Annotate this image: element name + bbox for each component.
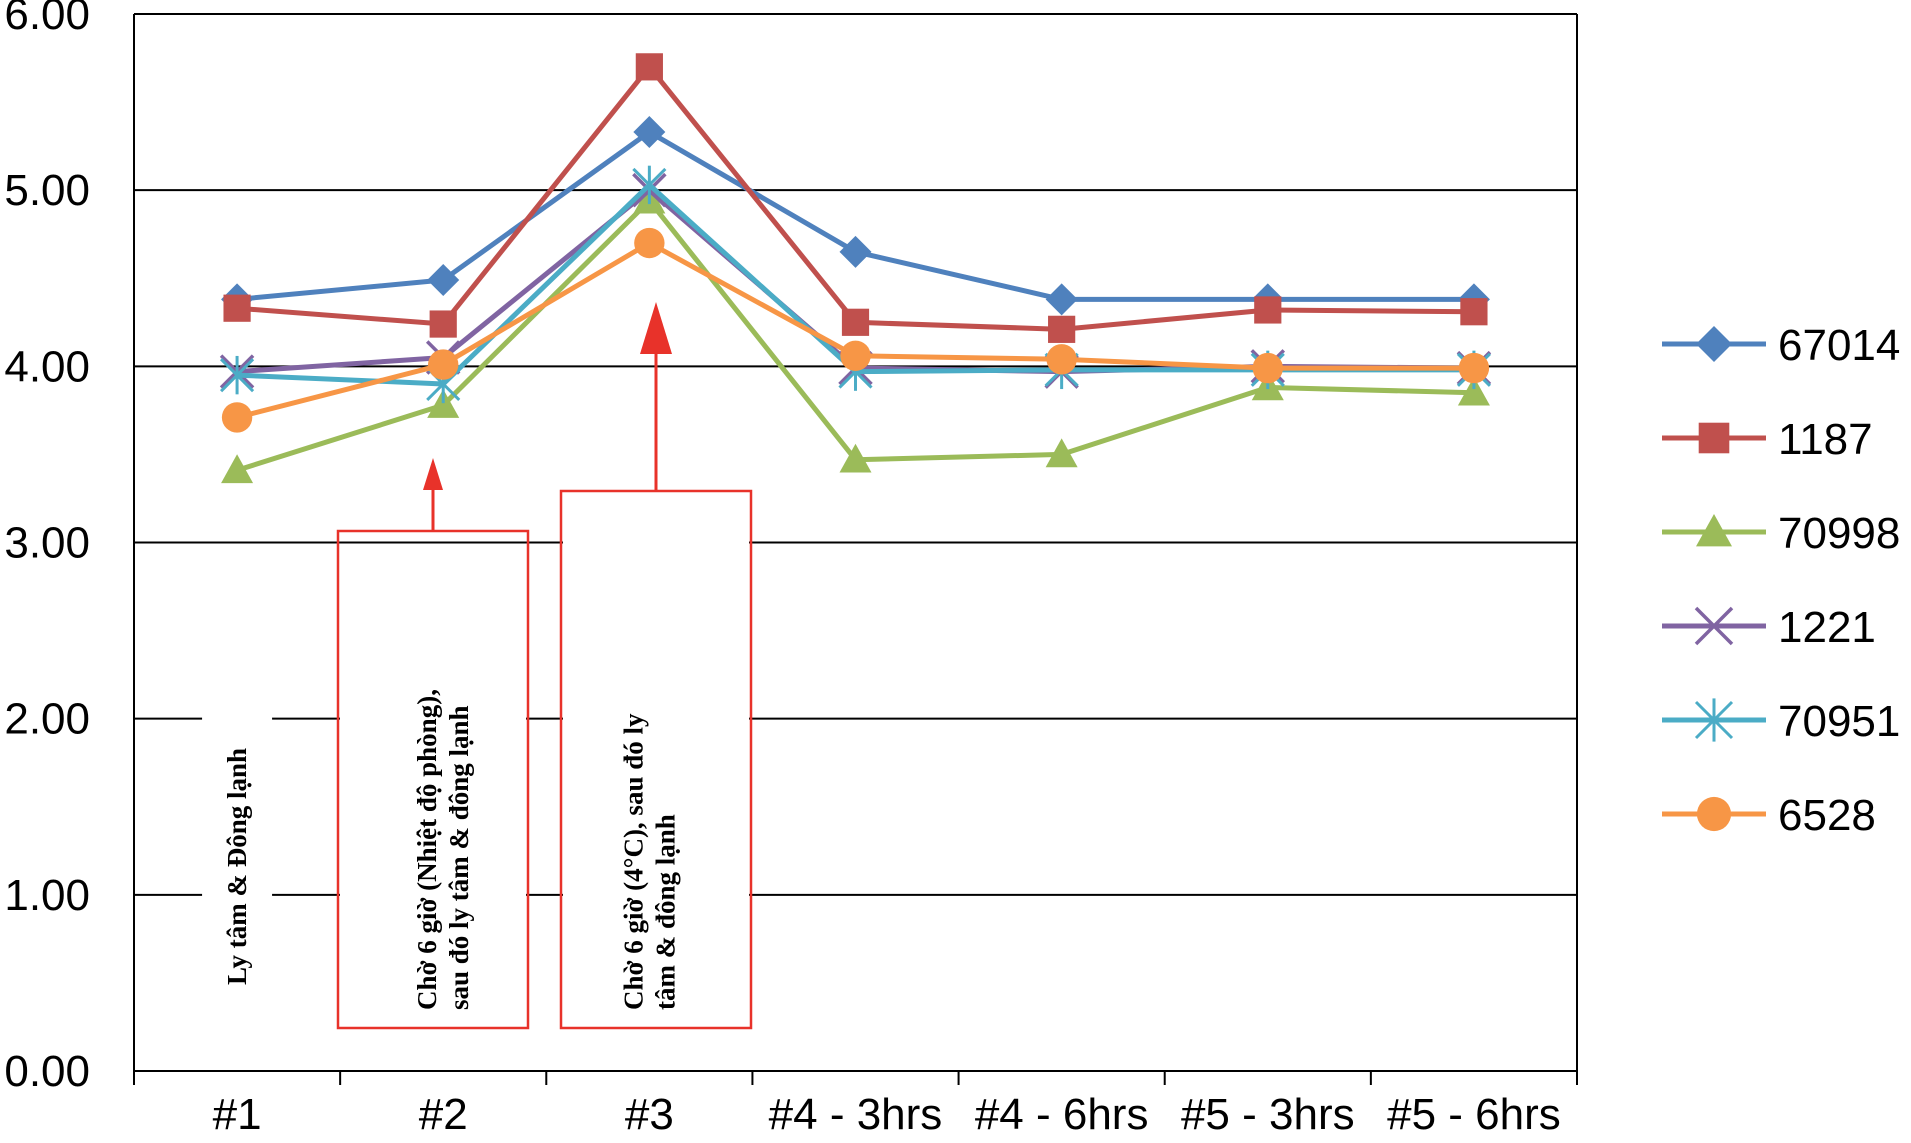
y-tick-label: 1.00 xyxy=(4,871,90,920)
annotation-text: tâm & đông lạnh xyxy=(650,814,680,1010)
series-lines xyxy=(219,53,1492,484)
legend-label: 6528 xyxy=(1778,791,1876,840)
x-tick-label: #3 xyxy=(625,1090,674,1139)
x-tick-label: #4 - 6hrs xyxy=(975,1090,1149,1139)
data-point xyxy=(634,227,665,259)
data-point xyxy=(635,53,663,81)
annotation: Ly tâm & Đông lạnh xyxy=(202,640,273,1000)
legend-label: 70951 xyxy=(1778,697,1900,746)
legend-label: 70998 xyxy=(1778,509,1900,558)
data-point xyxy=(1045,283,1078,316)
data-point xyxy=(428,349,459,380)
y-tick-label: 3.00 xyxy=(4,519,90,568)
annotation-text: Ly tâm & Đông lạnh xyxy=(222,748,252,985)
legend-item: 6528 xyxy=(1662,791,1876,840)
data-point xyxy=(221,402,253,433)
data-point xyxy=(1460,298,1488,326)
legend-marker xyxy=(1696,514,1732,547)
series-6528 xyxy=(221,227,1490,433)
legend-marker xyxy=(1694,606,1734,646)
axes xyxy=(133,14,1578,1085)
data-point xyxy=(840,340,871,371)
data-point xyxy=(1045,438,1078,468)
series-line xyxy=(236,129,1474,302)
data-point xyxy=(1457,376,1490,406)
series-1187 xyxy=(223,53,1488,343)
data-point xyxy=(429,310,457,338)
data-point xyxy=(839,443,872,473)
data-point xyxy=(220,355,255,395)
legend-item: 1221 xyxy=(1662,603,1876,652)
data-point xyxy=(223,294,251,322)
data-point xyxy=(633,116,666,149)
x-tick-labels: #1 #2 #3 #4 - 3hrs #4 - 6hrs #5 - 3hrs #5 - 6h… xyxy=(213,1090,1561,1139)
annotation-text: Chờ 6 giờ (4°C), sau đó ly xyxy=(618,713,648,1010)
data-point xyxy=(841,308,870,336)
data-point xyxy=(1252,352,1283,384)
legend-label: 1221 xyxy=(1778,603,1876,652)
legend-label: 67014 xyxy=(1778,321,1900,370)
annotation-background xyxy=(202,640,273,1000)
annotation-arrow-head xyxy=(640,302,672,354)
x-tick-label: #5 - 6hrs xyxy=(1387,1090,1561,1139)
y-tick-label: 0.00 xyxy=(4,1047,90,1096)
x-tick-label: #1 xyxy=(213,1090,262,1139)
annotation-background xyxy=(340,545,526,1026)
annotation-background xyxy=(563,505,749,1026)
legend-item: 67014 xyxy=(1662,321,1900,370)
legend-marker xyxy=(1696,796,1732,832)
y-tick-label: 4.00 xyxy=(4,342,90,391)
annotation: Chờ 6 giờ (4°C), sau đó ly tâm & đông lạn… xyxy=(559,302,753,1030)
legend-item: 1187 xyxy=(1662,415,1873,464)
data-point xyxy=(1046,344,1077,375)
data-point xyxy=(221,454,254,484)
data-point xyxy=(839,235,872,268)
annotation: Chờ 6 giờ (Nhiệt độ phòng), sau đó ly tâm… xyxy=(336,458,530,1030)
series-67014 xyxy=(221,116,1490,316)
data-point xyxy=(1048,315,1076,343)
annotation-arrow-head xyxy=(423,458,443,490)
legend-item: 70951 xyxy=(1662,697,1900,746)
x-tick-label: #5 - 3hrs xyxy=(1181,1090,1355,1139)
x-tick-label: #2 xyxy=(419,1090,468,1139)
data-point xyxy=(1254,296,1282,324)
y-tick-label: 2.00 xyxy=(4,695,90,744)
legend: 67014 1187 70998 1221 70951 6528 xyxy=(1662,321,1900,840)
data-point xyxy=(427,264,460,297)
legend-marker xyxy=(1694,698,1734,742)
annotation-text: Chờ 6 giờ (Nhiệt độ phòng), xyxy=(412,689,442,1010)
marker-stroke xyxy=(1694,606,1734,646)
data-point xyxy=(427,389,460,418)
y-tick-label: 5.00 xyxy=(4,166,90,215)
legend-item: 70998 xyxy=(1662,509,1900,558)
y-tick-labels: 0.00 1.00 2.00 3.00 4.00 5.00 6.00 xyxy=(4,0,90,1096)
series-line xyxy=(236,64,1474,332)
annotations: Ly tâm & Đông lạnh Chờ 6 giờ (Nhiệt độ ph… xyxy=(202,302,753,1030)
y-tick-label: 6.00 xyxy=(4,0,90,39)
data-point xyxy=(632,165,667,205)
x-tick-label: #4 - 3hrs xyxy=(769,1090,943,1139)
legend-marker xyxy=(1696,326,1732,362)
annotation-text: sau đó ly tâm & đông lạnh xyxy=(444,705,474,1010)
data-point xyxy=(1458,352,1490,384)
legend-marker xyxy=(1698,422,1730,454)
legend-label: 1187 xyxy=(1778,415,1873,464)
